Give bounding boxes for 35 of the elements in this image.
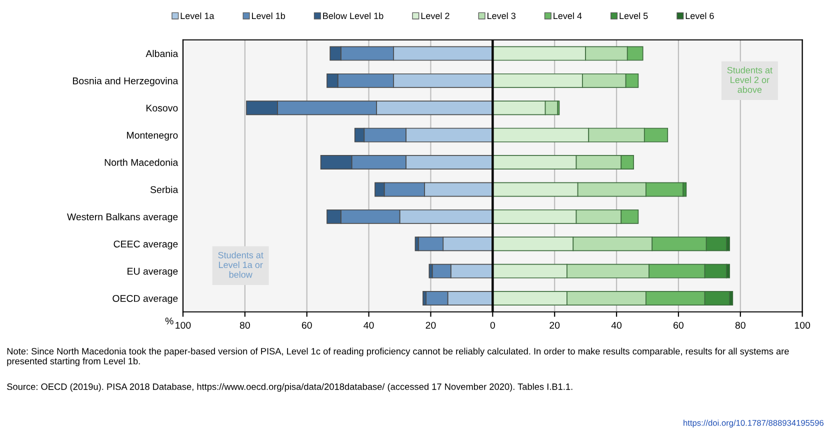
legend-label: Level 6 — [686, 12, 714, 20]
y-tick-label: Montenegro — [127, 132, 178, 141]
x-tick-label: 40 — [611, 322, 622, 329]
y-tick-label: Western Balkans average — [67, 213, 178, 222]
x-tick-label: 0 — [490, 322, 495, 329]
x-tick-label: 100 — [794, 322, 810, 329]
x-tick-label: 100 — [176, 322, 191, 329]
x-tick-label: 80 — [735, 322, 746, 329]
y-tick-label: CEEC average — [114, 240, 178, 250]
y-tick-label: North Macedonia — [104, 158, 178, 166]
legend-label: Level 1a — [180, 12, 214, 20]
legend-label: Level 4 — [554, 12, 582, 20]
source-note: Source: OECD (2019u). PISA 2018 Database, https://www.oecd.org/pisa/data/2018database/ (accessed 17 November 2020). Tables I.B1.1. — [7, 383, 572, 392]
y-tick-label: Bosnia and Herzegovina — [73, 77, 178, 86]
x-tick-label: 20 — [426, 322, 436, 329]
legend-label: Level 2 — [421, 12, 450, 20]
x-tick-label: 20 — [550, 322, 560, 329]
legend-label: Level 5 — [620, 12, 648, 20]
legend-label: Level 3 — [488, 12, 516, 20]
y-tick-label: Kosovo — [146, 104, 178, 112]
y-tick-label: Albania — [146, 50, 178, 58]
x-tick-label: 60 — [674, 322, 684, 329]
x-tick-label: 40 — [364, 322, 374, 329]
legend-label: Level 1b — [252, 12, 286, 20]
annotation: Students at Level 2 or above — [727, 66, 772, 93]
x-tick-label: 60 — [302, 322, 312, 329]
annotation: Students at Level 1a or below — [218, 252, 264, 278]
x-tick-label: 80 — [240, 322, 250, 329]
text: https://doi.org/10.1787/888934195596 — [684, 420, 824, 428]
y-tick-label: OECD average — [112, 295, 178, 304]
y-tick-label: Serbia — [150, 186, 178, 194]
y-tick-label: EU average — [128, 268, 178, 277]
x-axis-title: % — [165, 318, 174, 324]
legend-label: Below Level 1b — [323, 12, 384, 20]
text: Note: Since North Macedonia took the paper-based version of PISA, Level 1c of reading proficiency cannot be reliably calculated. In order to make results comparable, results for all systems are presented starting from Level 1b. — [7, 348, 789, 366]
